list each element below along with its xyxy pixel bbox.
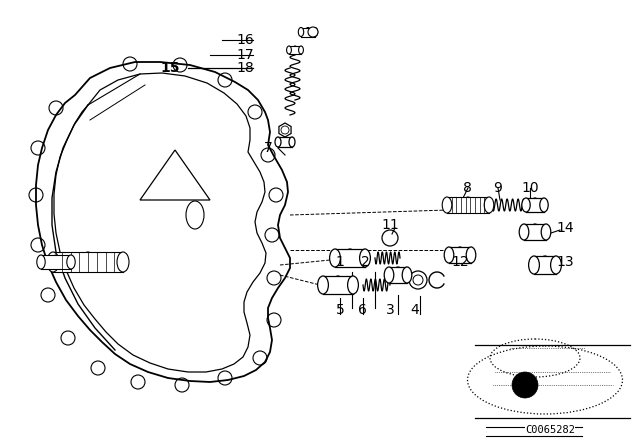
Ellipse shape — [330, 249, 340, 267]
Ellipse shape — [442, 197, 452, 213]
Ellipse shape — [299, 46, 303, 54]
Ellipse shape — [444, 247, 454, 263]
Ellipse shape — [289, 137, 295, 147]
Text: 12: 12 — [451, 255, 469, 269]
Text: 2: 2 — [360, 255, 369, 269]
Text: 11: 11 — [381, 218, 399, 232]
Bar — [289, 46, 301, 54]
Bar — [534, 256, 556, 274]
Ellipse shape — [529, 256, 540, 274]
Bar — [449, 247, 471, 263]
Bar — [53, 252, 123, 272]
Circle shape — [512, 372, 538, 398]
Text: 5: 5 — [335, 303, 344, 317]
Ellipse shape — [317, 276, 328, 294]
Ellipse shape — [550, 256, 561, 274]
Ellipse shape — [305, 27, 310, 36]
Ellipse shape — [287, 46, 291, 54]
Text: C0065282: C0065282 — [525, 425, 575, 435]
Bar — [335, 249, 365, 267]
Ellipse shape — [466, 247, 476, 263]
Ellipse shape — [540, 256, 550, 274]
Text: 8: 8 — [463, 181, 472, 195]
Ellipse shape — [312, 27, 317, 36]
Text: 13: 13 — [556, 255, 574, 269]
Bar — [301, 27, 315, 36]
Text: 14: 14 — [556, 221, 574, 235]
Ellipse shape — [519, 224, 529, 240]
Ellipse shape — [82, 252, 94, 272]
Ellipse shape — [292, 46, 298, 54]
Ellipse shape — [67, 255, 76, 269]
Ellipse shape — [402, 267, 412, 283]
Ellipse shape — [52, 255, 60, 269]
Text: 7: 7 — [264, 141, 273, 155]
Ellipse shape — [348, 276, 358, 294]
Text: 16: 16 — [236, 33, 254, 47]
Bar — [41, 255, 71, 269]
Ellipse shape — [384, 267, 394, 283]
Text: 4: 4 — [411, 303, 419, 317]
Text: 6: 6 — [358, 303, 367, 317]
Ellipse shape — [298, 27, 304, 36]
Bar — [447, 197, 489, 213]
Polygon shape — [279, 123, 291, 137]
Ellipse shape — [47, 252, 59, 272]
Ellipse shape — [282, 137, 288, 147]
Ellipse shape — [344, 249, 355, 267]
Ellipse shape — [275, 137, 281, 147]
Ellipse shape — [541, 224, 551, 240]
Bar — [524, 224, 546, 240]
Text: 1: 1 — [335, 255, 344, 269]
Ellipse shape — [393, 267, 403, 283]
Ellipse shape — [540, 198, 548, 212]
Bar — [278, 137, 292, 147]
Text: 9: 9 — [493, 181, 502, 195]
Ellipse shape — [531, 198, 540, 212]
Text: 3: 3 — [386, 303, 394, 317]
Ellipse shape — [333, 276, 344, 294]
Text: 15: 15 — [160, 61, 180, 75]
Bar — [323, 276, 353, 294]
Ellipse shape — [117, 252, 129, 272]
Ellipse shape — [530, 224, 540, 240]
Polygon shape — [36, 62, 290, 382]
Ellipse shape — [463, 197, 473, 213]
Text: 18: 18 — [236, 61, 254, 75]
Ellipse shape — [522, 198, 530, 212]
Bar — [389, 267, 407, 283]
Ellipse shape — [36, 255, 45, 269]
Bar — [526, 198, 544, 212]
Ellipse shape — [360, 249, 371, 267]
Ellipse shape — [455, 247, 465, 263]
Ellipse shape — [484, 197, 494, 213]
Text: 17: 17 — [236, 48, 254, 62]
Circle shape — [308, 27, 318, 37]
Text: 10: 10 — [521, 181, 539, 195]
